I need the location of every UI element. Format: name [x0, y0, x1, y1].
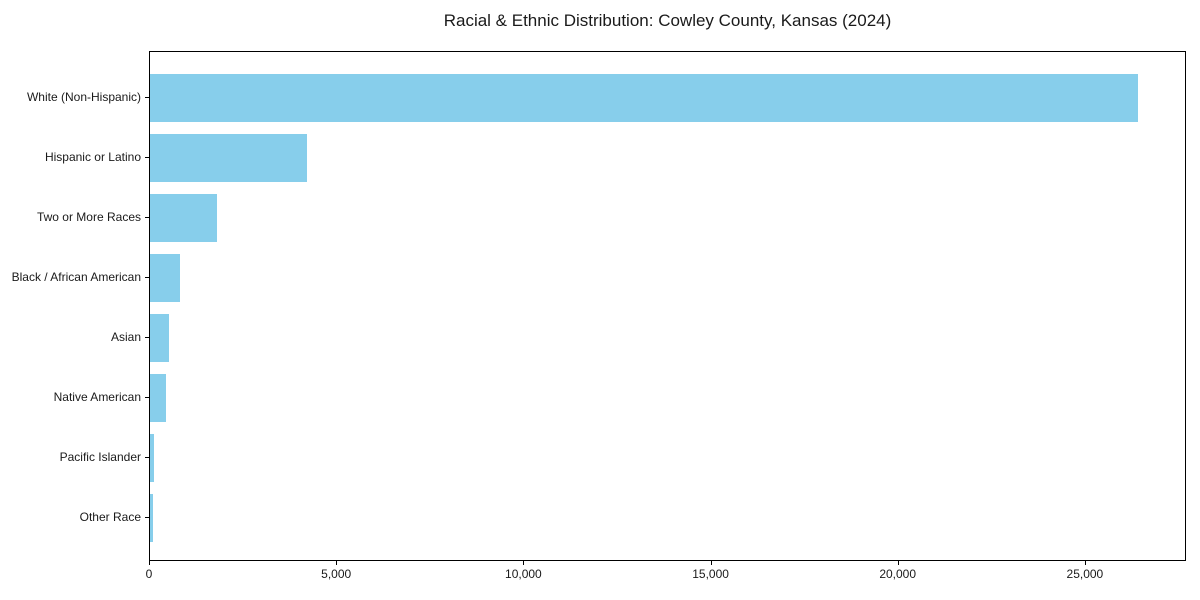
x-tick-mark — [336, 561, 338, 565]
y-axis-label: Native American — [53, 390, 141, 404]
bar-black-african-american — [150, 254, 180, 302]
y-axis-label: Black / African American — [11, 270, 141, 284]
x-tick-label: 20,000 — [879, 567, 917, 581]
bar-other-race — [150, 494, 153, 542]
x-tick-label: 10,000 — [505, 567, 542, 581]
x-tick-mark — [523, 561, 525, 565]
y-axis-label: Other Race — [79, 510, 141, 524]
y-tick-mark — [145, 397, 149, 398]
x-tick-label: 15,000 — [692, 567, 729, 581]
y-tick-mark — [145, 517, 149, 518]
bar-native-american — [150, 374, 167, 422]
y-axis-label: Two or More Races — [36, 210, 141, 224]
y-axis-label: Hispanic or Latino — [44, 150, 141, 164]
x-tick-mark — [149, 561, 150, 565]
chart-title: Racial & Ethnic Distribution: Cowley Cou… — [443, 11, 892, 30]
x-tick-mark — [897, 561, 899, 565]
plot-area — [149, 51, 1186, 561]
x-tick-label: 25,000 — [1066, 567, 1104, 581]
x-tick-label: 5,000 — [321, 567, 352, 581]
y-axis-label: Pacific Islander — [59, 450, 141, 464]
x-tick-label: 0 — [145, 567, 153, 581]
y-axis-label: White (Non-Hispanic) — [26, 90, 141, 104]
bar-two-or-more-races — [150, 194, 218, 242]
bar-pacific-islander — [150, 434, 154, 482]
y-axis-label: Asian — [110, 330, 141, 344]
x-tick-mark — [710, 561, 712, 565]
bar-hispanic-or-latino — [150, 134, 308, 182]
y-tick-mark — [145, 457, 149, 458]
y-tick-mark — [145, 337, 149, 338]
bar-white-non-hispanic — [150, 74, 1139, 122]
y-tick-mark — [145, 217, 149, 218]
x-tick-mark — [1084, 561, 1086, 565]
y-tick-mark — [145, 277, 149, 278]
bar-asian — [150, 314, 169, 362]
y-tick-mark — [145, 97, 149, 98]
y-tick-mark — [145, 157, 149, 158]
